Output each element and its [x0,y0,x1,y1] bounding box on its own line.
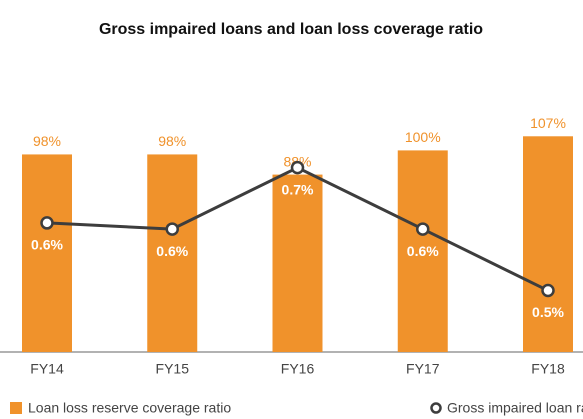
bar [272,174,323,352]
bar [523,136,573,352]
chart-title: Gross impaired loans and loan loss cover… [99,21,483,38]
bar-value-label: 98% [158,133,186,149]
bar-value-label: 107% [530,115,566,131]
bar-value-label: 100% [405,129,441,145]
legend-label: Loan loss reserve coverage ratio [28,400,231,416]
line-marker [165,222,179,236]
bar [147,154,198,352]
x-tick-label: FY17 [406,361,440,377]
line-marker [541,283,555,298]
bar [22,154,72,352]
line-value-label: 0.6% [31,237,63,253]
x-tick-label: FY16 [281,361,315,377]
legend-marker [430,402,442,414]
x-tick-label: FY15 [156,361,190,377]
line-value-label: 0.5% [532,304,564,320]
line-value-label: 0.7% [282,181,314,197]
line-marker [290,160,305,175]
line-marker [416,222,430,236]
x-tick-label: FY14 [30,361,64,377]
legend-swatch [10,402,22,414]
line-value-label: 0.6% [407,243,439,259]
bar [397,150,448,352]
line-marker [40,216,54,230]
line-value-label: 0.6% [156,243,188,259]
legend-label: Gross impaired loan ratio [447,400,583,416]
x-tick-label: FY18 [531,361,565,377]
bar-value-label: 98% [33,133,61,149]
